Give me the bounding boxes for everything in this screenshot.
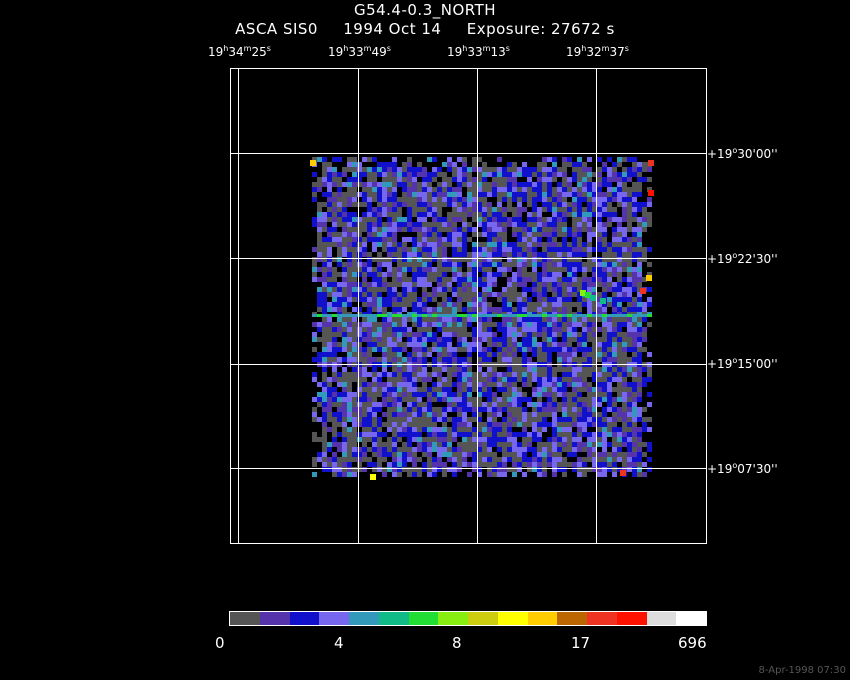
colorbar-label: 4 (334, 634, 344, 652)
colorbar-swatch (557, 612, 587, 625)
colorbar-swatch (616, 612, 647, 625)
plot-frame (230, 68, 707, 544)
colorbar-swatch (497, 612, 528, 625)
coordinate-grid (230, 68, 707, 544)
dec-tick-label: +19o15'00'' (707, 356, 778, 371)
colorbar-label: 17 (571, 634, 591, 652)
image-title: G54.4-0.3_NORTH (353, 1, 497, 19)
colorbar-swatch (646, 612, 677, 625)
colorbar-swatch (319, 612, 349, 625)
colorbar-swatch (230, 612, 260, 625)
colorbar-swatch (408, 612, 439, 625)
dec-tick-label: +19o22'30'' (707, 251, 778, 266)
dec-tick-label: +19o07'30'' (707, 461, 778, 476)
ra-tick-label: 19h32m37s (566, 44, 629, 59)
image-subtitle: ASCA SIS0 1994 Oct 14 Exposure: 27672 s (0, 20, 850, 38)
colorbar-swatch (289, 612, 320, 625)
xray-count-map (310, 157, 654, 480)
colorbar-swatch (438, 612, 468, 625)
colorbar-swatch (468, 612, 498, 625)
timestamp: 8-Apr-1998 07:30 (758, 665, 846, 676)
colorbar-swatch (676, 612, 706, 625)
colorbar-label: 0 (215, 634, 225, 652)
observation-date: 1994 Oct 14 (343, 20, 442, 38)
ra-tick-label: 19h33m49s (328, 44, 391, 59)
instrument-label: ASCA SIS0 (235, 20, 318, 38)
colorbar-swatch (349, 612, 379, 625)
colorbar-label: 696 (678, 634, 707, 652)
ra-tick-label: 19h33m13s (447, 44, 510, 59)
colorbar-swatch (259, 612, 290, 625)
color-scale-bar (229, 611, 707, 626)
dec-tick-label: +19o30'00'' (707, 146, 778, 161)
ra-tick-label: 19h34m25s (208, 44, 271, 59)
colorbar-swatch (378, 612, 409, 625)
exposure-label: Exposure: 27672 s (466, 20, 615, 38)
colorbar-swatch (587, 612, 617, 625)
colorbar-label: 8 (452, 634, 462, 652)
colorbar-swatch (527, 612, 558, 625)
